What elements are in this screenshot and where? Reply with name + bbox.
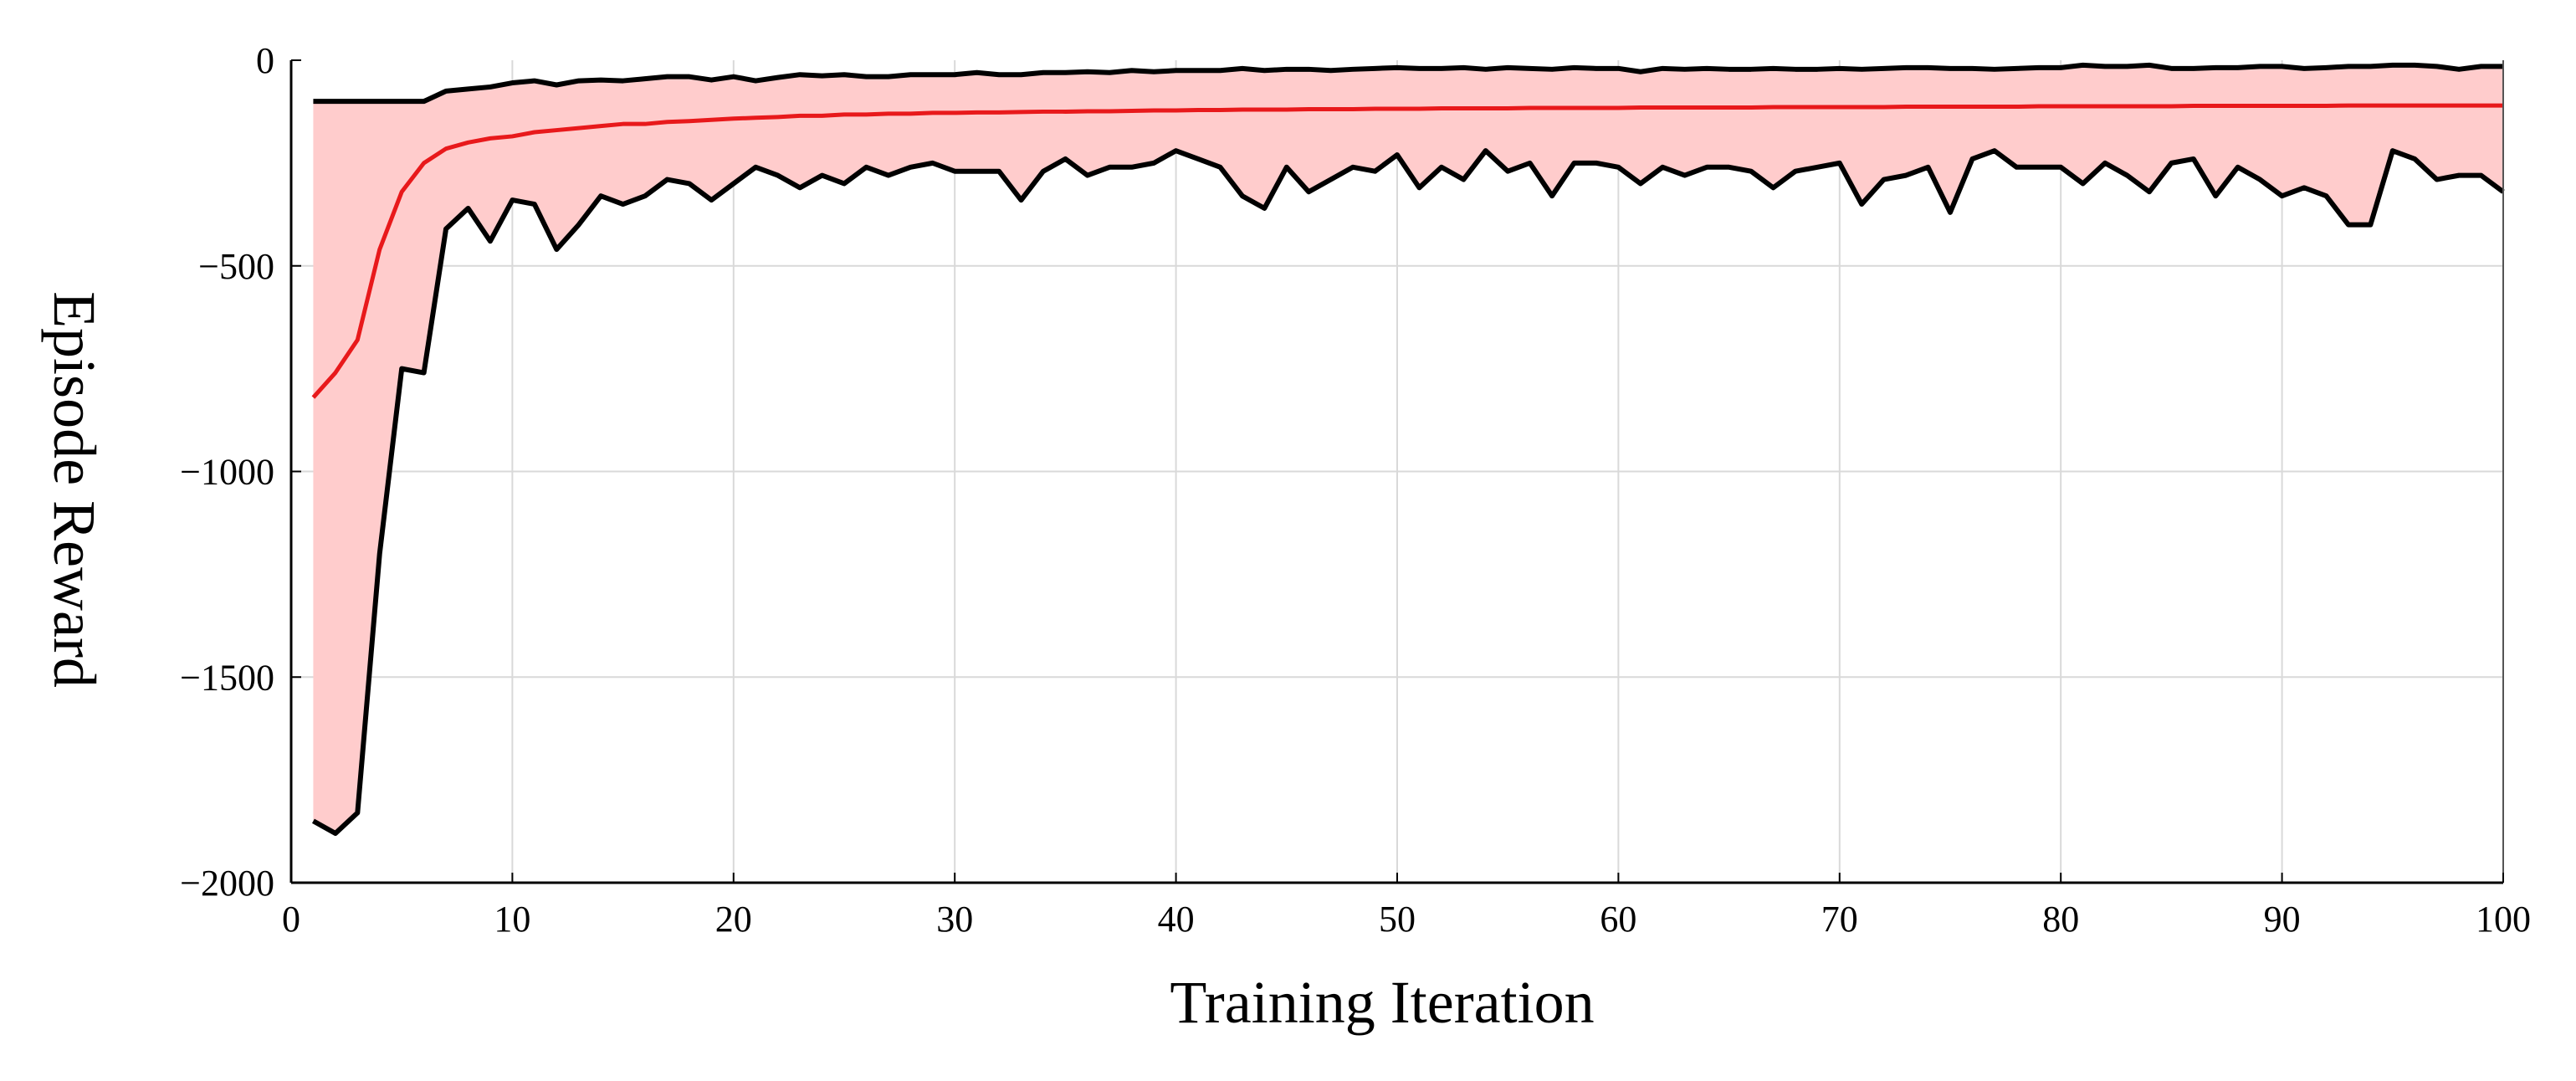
x-tick-labels: 0 10 20 30 40 50 60 70 80 90 100 <box>282 899 2531 940</box>
x-tick-label: 70 <box>1821 899 1858 940</box>
y-tick-label: −1500 <box>180 657 274 698</box>
x-tick-label: 60 <box>1600 899 1636 940</box>
min-series-line <box>311 148 2505 837</box>
x-axis-label: Training Iteration <box>1170 969 1594 1036</box>
y-tick-label: −2000 <box>180 863 274 904</box>
x-tick-label: 50 <box>1379 899 1416 940</box>
min-max-band <box>313 64 2504 834</box>
y-tick-label: −500 <box>198 246 274 287</box>
axes <box>289 59 2504 884</box>
x-tick-label: 30 <box>936 899 973 940</box>
x-tick-label: 10 <box>494 899 530 940</box>
y-tick-labels: 0 −500 −1000 −1500 −2000 <box>180 40 274 904</box>
x-tick-label: 40 <box>1158 899 1195 940</box>
y-tick-label: 0 <box>256 40 274 81</box>
y-tick-label: −1000 <box>180 452 274 493</box>
x-tick-label: 100 <box>2476 899 2531 940</box>
x-tick-label: 80 <box>2042 899 2079 940</box>
y-axis-label: Episode Reward <box>41 291 108 688</box>
max-series-line <box>313 62 2503 105</box>
x-tick-label: 0 <box>282 899 300 940</box>
x-tick-label: 20 <box>715 899 752 940</box>
x-tick-label: 90 <box>2264 899 2301 940</box>
mean-series-line <box>311 103 2503 399</box>
